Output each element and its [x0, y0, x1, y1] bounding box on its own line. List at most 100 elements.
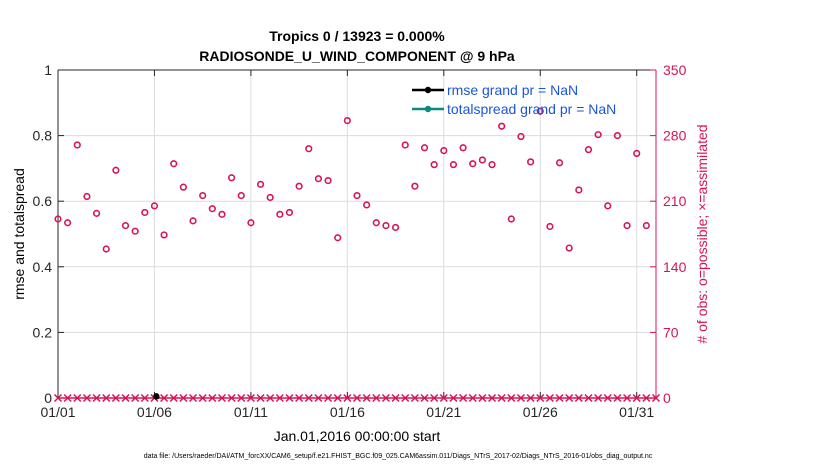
y-tick-label-left: 0.2	[33, 324, 53, 340]
obs-possible-point	[430, 161, 438, 169]
y-tick-label-right: 140	[663, 259, 687, 275]
obs-possible-point	[266, 193, 274, 202]
assimilated-x-marker	[516, 393, 525, 403]
assimilated-x-marker	[179, 393, 188, 403]
obs-possible-point	[584, 146, 593, 154]
x-axis-label: Jan.01,2016 00:00:00 start	[274, 428, 441, 444]
assimilated-x-marker	[73, 393, 82, 403]
assimilated-x-marker	[449, 393, 458, 403]
obs-possible-point	[363, 201, 371, 209]
obs-possible-point	[121, 221, 130, 230]
y-tick-label-right: 280	[663, 128, 687, 144]
assimilated-x-marker	[430, 393, 439, 403]
rmse-point	[153, 393, 160, 400]
assimilated-x-marker	[266, 393, 275, 403]
obs-possible-point	[324, 176, 332, 185]
obs-possible-point	[411, 182, 419, 190]
y-tick-label-right: 210	[663, 193, 687, 209]
obs-possible-point	[256, 180, 265, 188]
assimilated-x-marker	[642, 393, 651, 403]
assimilated-x-marker	[584, 393, 593, 403]
assimilated-x-marker	[536, 393, 545, 403]
y-tick-label-left: 0.4	[33, 259, 53, 275]
assimilated-x-marker	[227, 393, 236, 403]
obs-possible-point	[285, 208, 294, 217]
footer-data-file: data file: /Users/raeder/DAI/ATM_forcXX/…	[144, 453, 653, 460]
assimilated-x-marker	[381, 393, 390, 403]
obs-possible-point	[334, 234, 342, 242]
assimilated-x-marker	[160, 393, 169, 403]
assimilated-x-marker	[420, 393, 429, 403]
assimilated-x-marker	[314, 393, 323, 403]
obs-possible-point	[112, 166, 120, 174]
obs-possible-point	[237, 191, 245, 200]
y-tick-label-left: 1	[44, 62, 52, 78]
obs-possible-point	[517, 132, 525, 141]
assimilated-x-marker	[574, 393, 583, 403]
obs-possible-point	[469, 160, 477, 168]
obs-possible-point	[623, 221, 631, 230]
obs-possible-point	[633, 149, 641, 158]
assimilated-x-marker	[324, 393, 333, 403]
assimilated-x-marker	[478, 393, 487, 403]
obs-possible-point	[92, 209, 101, 217]
assimilated-x-marker	[82, 393, 91, 403]
x-tick-label: 01/01	[40, 404, 75, 420]
assimilated-x-marker	[488, 393, 497, 403]
assimilated-x-marker	[102, 393, 111, 403]
assimilated-x-marker	[507, 393, 516, 403]
assimilated-x-marker	[53, 393, 63, 403]
assimilated-x-marker	[651, 393, 661, 403]
obs-possible-point	[604, 202, 612, 210]
assimilated-x-marker	[410, 393, 419, 403]
assimilated-x-marker	[237, 393, 246, 403]
legend-entry: totalspread grand pr = NaN	[412, 101, 616, 117]
assimilated-x-marker	[439, 393, 448, 403]
assimilated-x-marker	[63, 393, 72, 403]
assimilated-x-marker	[131, 393, 140, 403]
obs-possible-point	[575, 186, 583, 194]
obs-possible-point	[199, 191, 207, 200]
assimilated-x-marker	[613, 393, 622, 403]
assimilated-x-marker	[169, 393, 178, 403]
assimilated-x-marker	[275, 393, 284, 403]
y-tick-label-left: 0	[44, 390, 52, 406]
obs-possible-point	[527, 158, 535, 166]
obs-possible-point	[141, 208, 149, 217]
assimilated-x-marker	[555, 393, 564, 403]
assimilated-x-marker	[594, 393, 603, 403]
obs-possible-point	[555, 159, 564, 167]
x-tick-label: 01/26	[523, 404, 558, 420]
assimilated-x-marker	[497, 393, 506, 403]
assimilated-x-marker	[217, 393, 226, 403]
legend-label: rmse grand pr = NaN	[447, 82, 578, 98]
obs-possible-point	[179, 183, 187, 191]
obs-possible-point	[208, 205, 216, 213]
assimilated-x-marker	[632, 393, 641, 403]
obs-possible-point	[382, 221, 390, 230]
assimilated-x-marker	[468, 393, 477, 403]
plot-area: 01/01 01/06 01/11 01/16 01/21 01/26 01/31 0 0.2 0…	[33, 62, 687, 420]
assimilated-x-marker	[111, 393, 120, 403]
legend-label: totalspread grand pr = NaN	[447, 101, 616, 117]
obs-possible-point	[189, 217, 197, 225]
assimilated-x-marker	[333, 393, 342, 403]
assimilated-x-marker	[295, 393, 304, 403]
obs-possible-point	[54, 215, 62, 223]
obs-possible-point	[160, 231, 168, 239]
x-tick-label: 01/31	[619, 404, 654, 420]
obs-possible-point	[218, 210, 226, 218]
obs-possible-point	[295, 182, 303, 190]
legend-marker	[424, 105, 432, 113]
assimilated-x-marker	[304, 393, 313, 403]
obs-possible-point	[170, 160, 178, 168]
assimilated-x-marker	[391, 393, 400, 403]
obs-possible-point	[401, 141, 409, 149]
obs-possible-point	[478, 156, 486, 164]
obs-possible-point	[498, 122, 506, 130]
obs-possible-point	[440, 146, 448, 155]
y-axis-label-right: # of obs: o=possible; ×=assimilated	[694, 124, 710, 343]
assimilated-x-marker	[545, 393, 554, 403]
obs-possible-point	[642, 221, 650, 230]
